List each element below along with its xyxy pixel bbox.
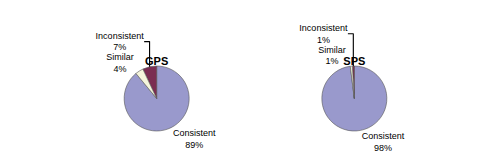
svg-text:Consistent89%: Consistent89% <box>173 128 216 150</box>
svg-text:Inconsistent7%: Inconsistent7% <box>96 31 145 53</box>
svg-text:GPS: GPS <box>145 55 168 67</box>
svg-text:SPS: SPS <box>343 55 365 67</box>
svg-text:Similar1%: Similar1% <box>318 45 346 67</box>
svg-text:Similar4%: Similar4% <box>106 52 134 74</box>
svg-text:Consistent98%: Consistent98% <box>362 131 405 153</box>
svg-text:Inconsistent1%: Inconsistent1% <box>299 23 348 45</box>
